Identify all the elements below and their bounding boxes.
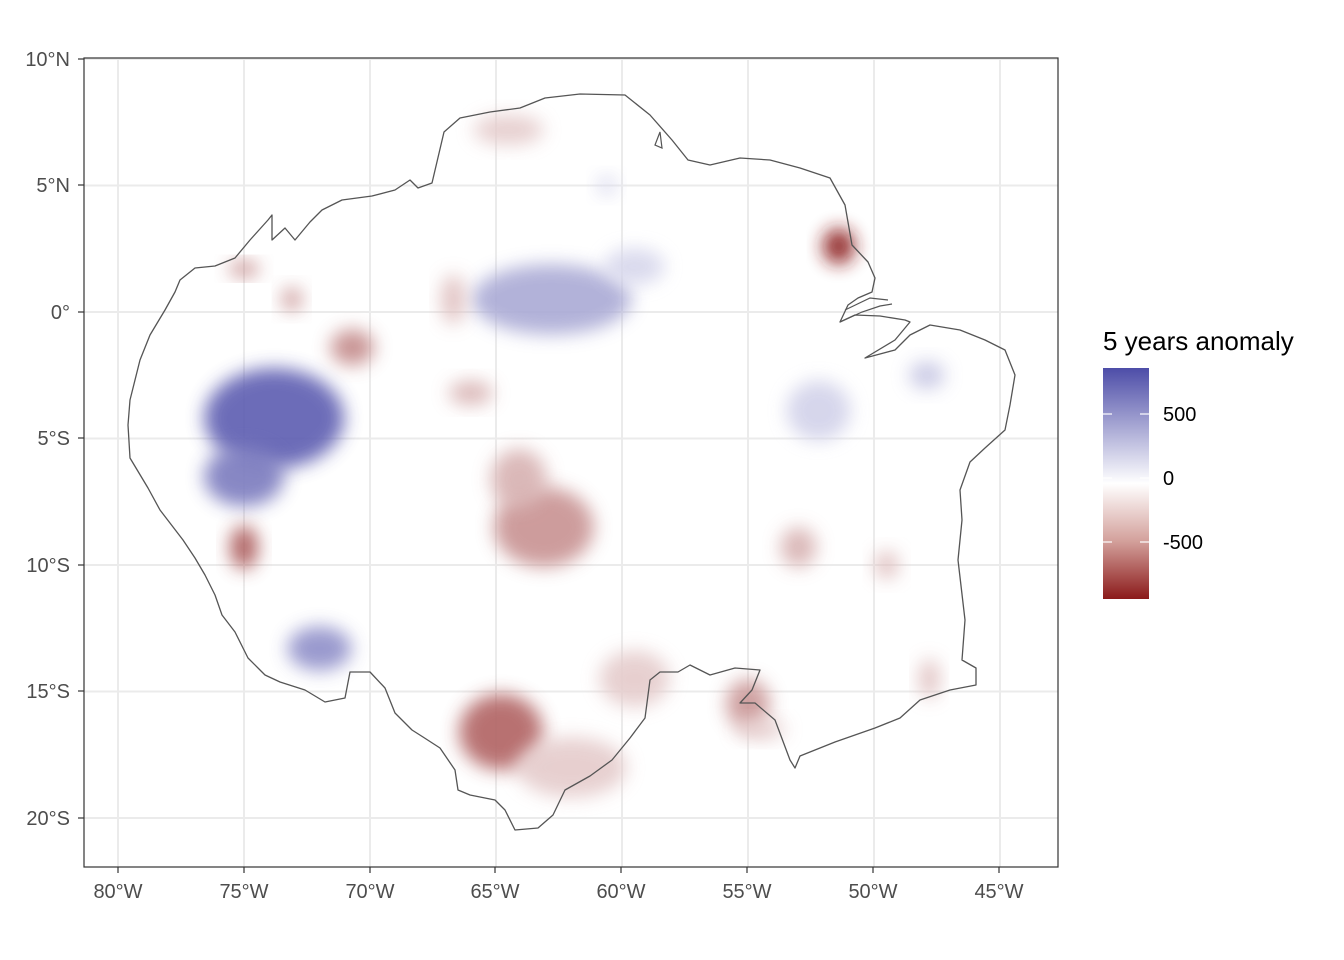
y-tick: 0° (51, 302, 84, 324)
positive-anomaly-patch (596, 175, 617, 196)
y-tick: 5°S (38, 428, 84, 450)
y-tick: 20°S (26, 808, 84, 830)
anomaly-layer (204, 114, 945, 798)
x-tick: 75°W (219, 867, 269, 903)
amazon-mouth-islands (654, 131, 893, 323)
x-tick-label: 55°W (722, 881, 771, 903)
positive-anomaly-patch (287, 626, 352, 671)
legend-tick: 0 (1103, 468, 1174, 490)
x-tick-label: 45°W (974, 881, 1023, 903)
x-tick-label: 50°W (848, 881, 897, 903)
negative-anomaly-patch (780, 527, 817, 568)
positive-anomaly-patch (786, 380, 851, 441)
legend-label: 500 (1163, 404, 1196, 426)
negative-anomaly-patch (229, 261, 259, 276)
legend-label: -500 (1163, 532, 1203, 554)
x-tick-label: 65°W (470, 881, 519, 903)
negative-anomaly-patch (448, 380, 493, 405)
negative-anomaly-patch (735, 719, 786, 740)
negative-anomaly-patch (281, 287, 302, 312)
legend-title: 5 years anomaly (1103, 326, 1294, 356)
positive-anomaly-patch (471, 264, 632, 335)
negative-anomaly-patch (473, 114, 544, 145)
negative-anomaly-patch (441, 274, 466, 325)
legend: 5 years anomaly 500 0 -500 (1103, 326, 1294, 599)
y-tick-label: 10°N (25, 49, 70, 71)
x-axis: 80°W 75°W 70°W 65°W 60°W 55°W 50°W 45°W (93, 867, 1024, 903)
x-tick: 50°W (848, 867, 898, 903)
legend-tick: -500 (1103, 532, 1203, 554)
y-tick-label: 20°S (26, 808, 70, 830)
positive-anomaly-patch (908, 361, 945, 390)
legend-label: 0 (1163, 468, 1174, 490)
y-tick: 10°S (26, 555, 84, 577)
positive-anomaly-patch (204, 446, 284, 507)
negative-anomaly-patch (599, 650, 670, 707)
negative-anomaly-patch (516, 737, 627, 798)
legend-tick: 500 (1103, 404, 1196, 426)
y-axis: 10°N 5°N 0° 5°S 10°S 15°S 20°S (25, 49, 84, 830)
negative-anomaly-patch (459, 693, 544, 770)
negative-anomaly-patch (822, 228, 855, 265)
y-tick: 10°N (25, 49, 84, 71)
negative-anomaly-patch (230, 525, 258, 570)
x-tick-label: 80°W (93, 881, 142, 903)
negative-anomaly-patch (330, 329, 375, 366)
x-tick: 80°W (93, 867, 143, 903)
y-tick-label: 15°S (26, 681, 70, 703)
x-tick: 55°W (722, 867, 772, 903)
positive-anomaly-patch (604, 248, 665, 285)
x-tick: 65°W (470, 867, 520, 903)
x-tick-label: 70°W (345, 881, 394, 903)
y-tick: 5°N (36, 175, 84, 197)
x-tick: 45°W (974, 867, 1024, 903)
negative-anomaly-patch (490, 448, 547, 509)
y-tick-label: 0° (51, 302, 70, 324)
basin-outline (127, 93, 1016, 831)
legend-colorbar (1103, 368, 1149, 599)
negative-anomaly-patch (919, 658, 940, 699)
negative-anomaly-patch (726, 679, 770, 730)
x-tick-label: 75°W (219, 881, 268, 903)
negative-anomaly-patch (874, 551, 899, 579)
positive-anomaly-patch (204, 368, 345, 469)
y-tick-label: 10°S (26, 555, 70, 577)
plot-panel-border (83, 57, 1059, 868)
x-tick: 60°W (596, 867, 646, 903)
x-tick-label: 60°W (596, 881, 645, 903)
y-tick: 15°S (26, 681, 84, 703)
y-tick-label: 5°N (36, 175, 70, 197)
y-tick-label: 5°S (38, 428, 70, 450)
x-tick: 70°W (345, 867, 395, 903)
